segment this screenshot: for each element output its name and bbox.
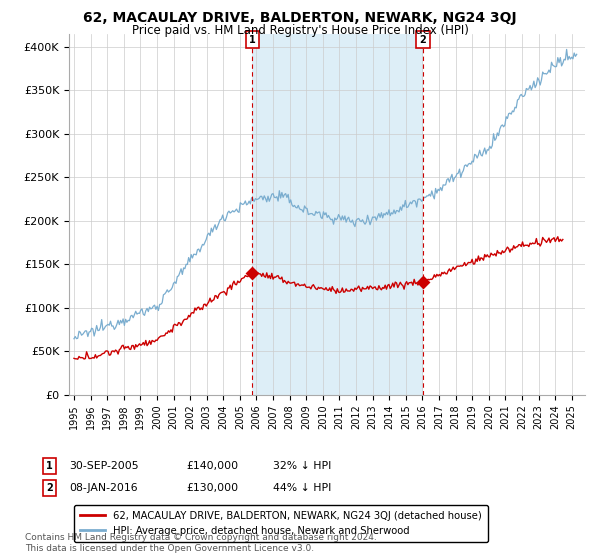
Point <box>418 277 428 286</box>
Text: 30-SEP-2005: 30-SEP-2005 <box>69 461 139 471</box>
Text: 32% ↓ HPI: 32% ↓ HPI <box>273 461 331 471</box>
Text: £140,000: £140,000 <box>186 461 238 471</box>
Legend: 62, MACAULAY DRIVE, BALDERTON, NEWARK, NG24 3QJ (detached house), HPI: Average p: 62, MACAULAY DRIVE, BALDERTON, NEWARK, N… <box>74 505 488 542</box>
Text: Contains HM Land Registry data © Crown copyright and database right 2024.
This d: Contains HM Land Registry data © Crown c… <box>25 533 377 553</box>
Point <box>248 268 257 277</box>
Text: 2: 2 <box>419 35 427 45</box>
Text: 08-JAN-2016: 08-JAN-2016 <box>69 483 137 493</box>
Text: 2: 2 <box>46 483 53 493</box>
Text: 62, MACAULAY DRIVE, BALDERTON, NEWARK, NG24 3QJ: 62, MACAULAY DRIVE, BALDERTON, NEWARK, N… <box>83 11 517 25</box>
Text: 44% ↓ HPI: 44% ↓ HPI <box>273 483 331 493</box>
Text: 1: 1 <box>249 35 256 45</box>
Bar <box>253 34 423 395</box>
Text: £130,000: £130,000 <box>186 483 238 493</box>
Text: 1: 1 <box>46 461 53 471</box>
Text: Price paid vs. HM Land Registry's House Price Index (HPI): Price paid vs. HM Land Registry's House … <box>131 24 469 36</box>
